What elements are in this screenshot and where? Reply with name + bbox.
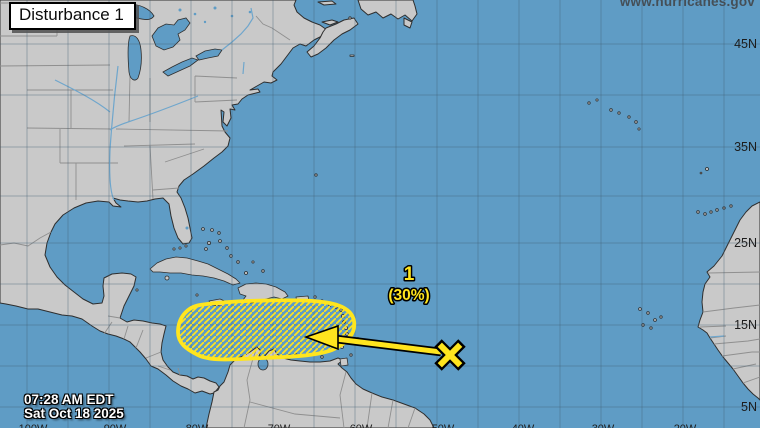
lon-label-90w: 90W bbox=[104, 423, 127, 428]
disturbance-number-label[interactable]: 1 bbox=[402, 263, 416, 287]
disturbance-title-box: Disturbance 1 bbox=[9, 2, 136, 30]
lon-label-30w: 30W bbox=[592, 423, 615, 428]
lake-michigan bbox=[127, 35, 142, 81]
island-bermuda bbox=[314, 173, 318, 177]
formation-chance-label[interactable]: (30%) bbox=[387, 286, 431, 306]
timestamp-time: 07:28 AM EDT bbox=[24, 392, 114, 407]
islands-madeira-canaries bbox=[696, 167, 733, 216]
island-trinidad bbox=[339, 357, 349, 367]
lat-label-25n: 25N bbox=[734, 236, 757, 250]
formation-area-hatch[interactable] bbox=[178, 300, 355, 360]
lake-erie bbox=[162, 57, 199, 77]
islands-cape-verde bbox=[638, 307, 663, 330]
arrowhead bbox=[303, 324, 339, 351]
lon-label-100w: 100W bbox=[19, 423, 48, 428]
lon-label-20w: 20W bbox=[674, 423, 697, 428]
lat-label-45n: 45N bbox=[734, 37, 757, 51]
lon-label-70w: 70W bbox=[268, 423, 291, 428]
timestamp-date: Sat Oct 18 2025 bbox=[24, 405, 124, 421]
lat-label-15n: 15N bbox=[734, 318, 757, 332]
motion-arrow bbox=[303, 324, 442, 357]
issuance-timestamp: 07:28 AM EDT Sat Oct 18 2025 bbox=[24, 393, 124, 420]
lon-label-40w: 40W bbox=[512, 423, 535, 428]
lon-label-80w: 80W bbox=[186, 423, 209, 428]
lat-label-5n: 5N bbox=[741, 400, 757, 414]
lake-huron bbox=[151, 17, 191, 51]
latitude-labels: 45N 35N 25N 15N 5N bbox=[734, 37, 757, 414]
lon-label-60w: 60W bbox=[350, 423, 373, 428]
land-newfoundland bbox=[357, 0, 418, 22]
islands-bahamas bbox=[201, 227, 265, 275]
rivers bbox=[54, 7, 725, 338]
hurricanes-gov-watermark: www.hurricanes.gov bbox=[619, 0, 755, 9]
lon-label-50w: 50W bbox=[432, 423, 455, 428]
island-cuba bbox=[149, 256, 241, 286]
island-hispaniola bbox=[237, 282, 289, 304]
disturbance-x-marker[interactable] bbox=[434, 339, 466, 371]
formation-area[interactable] bbox=[176, 298, 357, 362]
islands bbox=[135, 16, 733, 367]
lake-ontario bbox=[195, 48, 223, 61]
formation-area-outline bbox=[176, 298, 357, 362]
longitude-labels: 100W 90W 80W 70W 60W 50W 40W 30W 20W bbox=[19, 423, 697, 428]
islands-azores bbox=[587, 98, 641, 131]
lat-label-35n: 35N bbox=[734, 140, 757, 154]
